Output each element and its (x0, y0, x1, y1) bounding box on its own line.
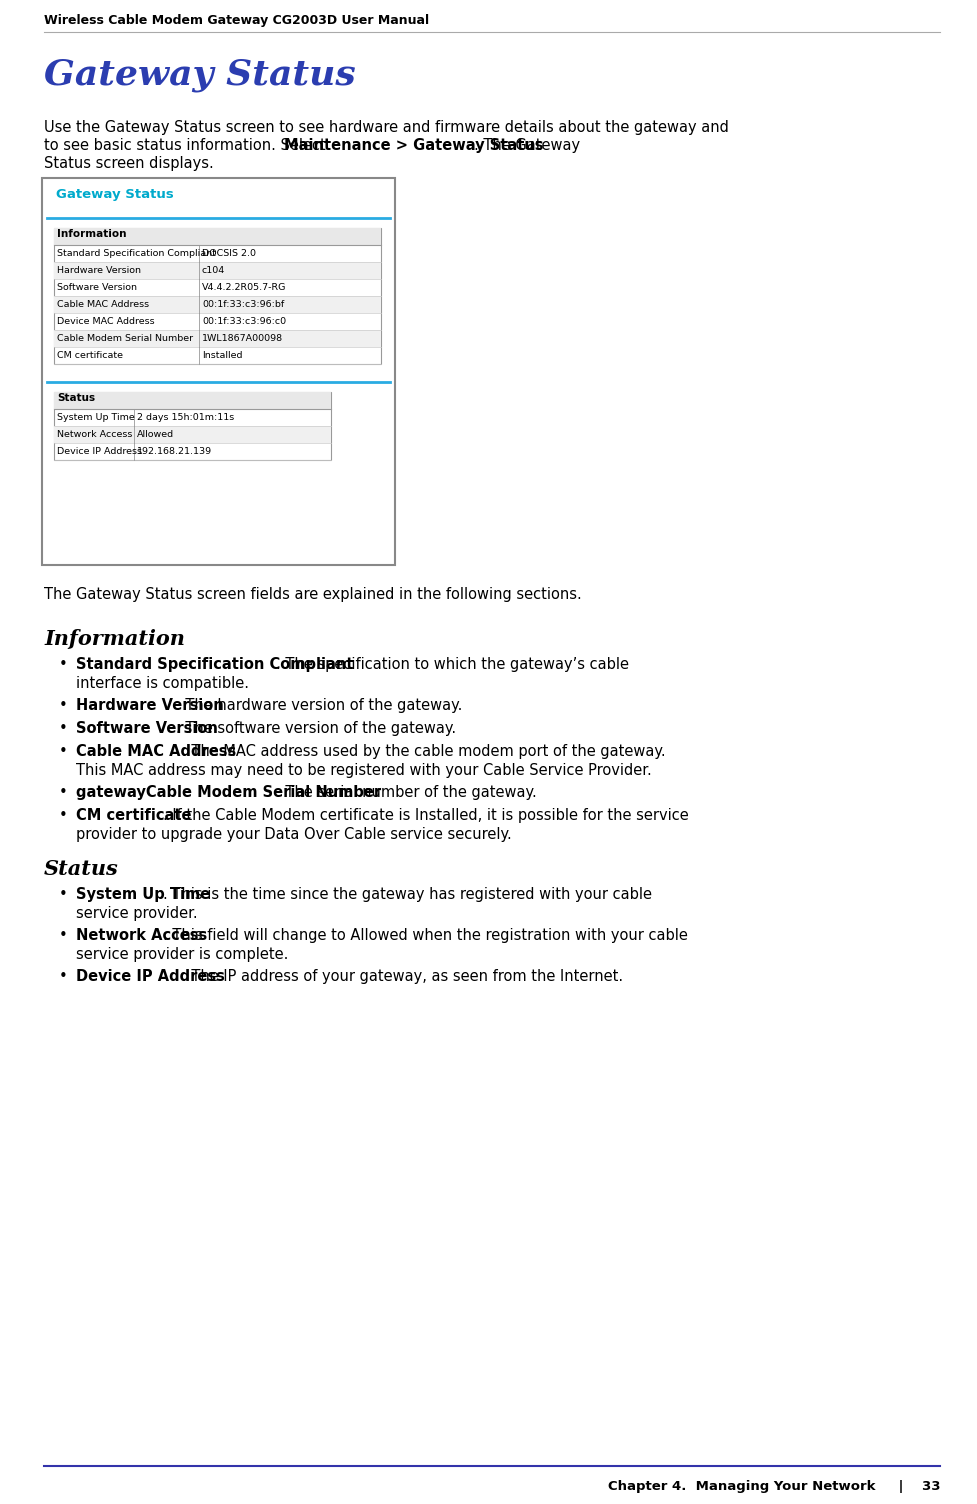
Text: •: • (59, 698, 67, 713)
Text: service provider is complete.: service provider is complete. (76, 948, 288, 963)
Text: . This is the time since the gateway has registered with your cable: . This is the time since the gateway has… (163, 887, 652, 902)
Text: •: • (59, 657, 67, 672)
Text: DOCSIS 2.0: DOCSIS 2.0 (202, 250, 256, 259)
Bar (54, 262, 381, 280)
Text: Network Access: Network Access (57, 430, 132, 439)
Text: . The software version of the gateway.: . The software version of the gateway. (176, 720, 455, 735)
Text: Information: Information (44, 629, 185, 650)
Text: •: • (59, 744, 67, 760)
Text: Hardware Version: Hardware Version (76, 698, 224, 713)
Text: Device IP Address: Device IP Address (76, 969, 225, 984)
Text: 00:1f:33:c3:96:c0: 00:1f:33:c3:96:c0 (202, 317, 286, 326)
Text: •: • (59, 785, 67, 800)
Text: 2 days 15h:01m:11s: 2 days 15h:01m:11s (137, 414, 234, 423)
Text: . If the Cable Modem certificate is Installed, it is possible for the service: . If the Cable Modem certificate is Inst… (163, 808, 689, 823)
Text: CM certificate: CM certificate (57, 350, 123, 359)
Text: . The IP address of your gateway, as seen from the Internet.: . The IP address of your gateway, as see… (182, 969, 622, 984)
Text: Hardware Version: Hardware Version (57, 266, 141, 275)
Text: Cable MAC Address: Cable MAC Address (57, 299, 149, 308)
Text: 192.168.21.139: 192.168.21.139 (137, 447, 212, 456)
Text: service provider.: service provider. (76, 905, 197, 920)
Text: System Up Time: System Up Time (57, 414, 135, 423)
Text: Cable Modem Serial Number: Cable Modem Serial Number (57, 334, 192, 343)
Text: Gateway Status: Gateway Status (56, 188, 174, 202)
Text: 00:1f:33:c3:96:bf: 00:1f:33:c3:96:bf (202, 299, 284, 308)
Text: c104: c104 (202, 266, 225, 275)
Text: . The specification to which the gateway’s cable: . The specification to which the gateway… (276, 657, 628, 672)
Text: Status screen displays.: Status screen displays. (44, 156, 214, 171)
Text: Wireless Cable Modem Gateway CG2003D User Manual: Wireless Cable Modem Gateway CG2003D Use… (44, 14, 429, 27)
Text: Information: Information (57, 229, 126, 239)
Text: Allowed: Allowed (137, 430, 174, 439)
Text: •: • (59, 720, 67, 735)
Text: Installed: Installed (202, 350, 242, 359)
Bar (54, 296, 381, 313)
Text: Standard Specification Compliant: Standard Specification Compliant (76, 657, 353, 672)
Text: The Gateway Status screen fields are explained in the following sections.: The Gateway Status screen fields are exp… (44, 587, 581, 602)
Text: provider to upgrade your Data Over Cable service securely.: provider to upgrade your Data Over Cable… (76, 827, 511, 842)
Text: This MAC address may need to be registered with your Cable Service Provider.: This MAC address may need to be register… (76, 763, 651, 778)
Text: Use the Gateway Status screen to see hardware and firmware details about the gat: Use the Gateway Status screen to see har… (44, 120, 728, 135)
Text: •: • (59, 887, 67, 902)
Text: •: • (59, 969, 67, 984)
Text: . The serial number of the gateway.: . The serial number of the gateway. (276, 785, 536, 800)
Text: Software Version: Software Version (57, 283, 137, 292)
Text: . The MAC address used by the cable modem port of the gateway.: . The MAC address used by the cable mode… (182, 744, 665, 760)
Text: interface is compatible.: interface is compatible. (76, 675, 249, 690)
Text: . This field will change to Allowed when the registration with your cable: . This field will change to Allowed when… (163, 928, 688, 943)
Text: gatewayCable Modem Serial Number: gatewayCable Modem Serial Number (76, 785, 381, 800)
Text: . The Gateway: . The Gateway (474, 138, 580, 153)
Bar (54, 229, 381, 245)
Text: Cable MAC Address: Cable MAC Address (76, 744, 236, 760)
Text: Standard Specification Compliant: Standard Specification Compliant (57, 250, 216, 259)
Text: •: • (59, 808, 67, 823)
Text: Status: Status (44, 859, 118, 878)
Text: . The hardware version of the gateway.: . The hardware version of the gateway. (176, 698, 462, 713)
Text: Chapter 4.  Managing Your Network     |    33: Chapter 4. Managing Your Network | 33 (607, 1480, 939, 1493)
Text: CM certificate: CM certificate (76, 808, 191, 823)
Bar (54, 329, 381, 347)
Bar (54, 426, 330, 444)
Bar (54, 393, 330, 460)
Text: Device MAC Address: Device MAC Address (57, 317, 154, 326)
Text: Status: Status (57, 393, 95, 403)
Text: •: • (59, 928, 67, 943)
Text: Maintenance > Gateway Status: Maintenance > Gateway Status (283, 138, 543, 153)
Text: System Up Time: System Up Time (76, 887, 210, 902)
Text: 1WL1867A00098: 1WL1867A00098 (202, 334, 282, 343)
Bar (42, 177, 395, 566)
Bar (54, 393, 330, 409)
Text: Gateway Status: Gateway Status (44, 59, 356, 92)
Text: Network Access: Network Access (76, 928, 207, 943)
Text: Device IP Address: Device IP Address (57, 447, 142, 456)
Text: to see basic status information. Select: to see basic status information. Select (44, 138, 330, 153)
Text: Software Version: Software Version (76, 720, 218, 735)
Text: V4.4.2.2R05.7-RG: V4.4.2.2R05.7-RG (202, 283, 286, 292)
Bar (54, 229, 381, 364)
